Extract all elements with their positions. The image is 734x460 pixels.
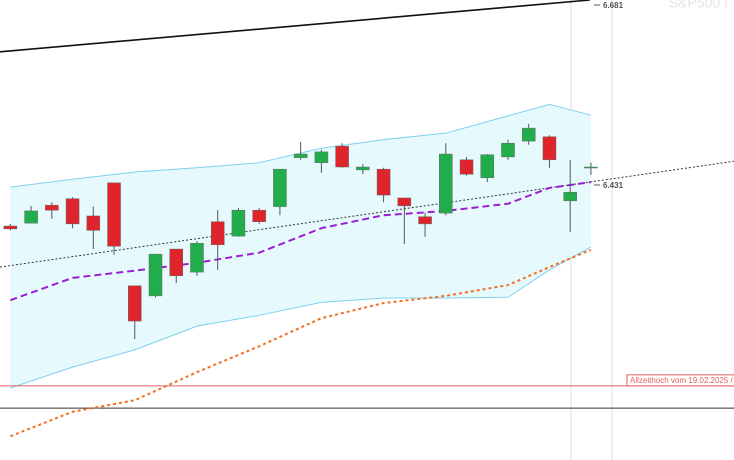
candle-body [86, 215, 101, 231]
candle-body [190, 243, 204, 273]
trendline [0, 0, 590, 53]
candle-body [45, 204, 59, 211]
candle-body [439, 153, 453, 214]
candle-body [169, 248, 183, 276]
candle-body [210, 221, 225, 246]
candle-body [563, 191, 577, 202]
candle-body [65, 198, 80, 225]
candle-body [231, 209, 246, 237]
level-label: Allzeithoch vom 19.02.2025 / [630, 376, 734, 385]
band-upper [10, 103, 592, 188]
moving-average [10, 181, 592, 302]
candle-body [480, 154, 495, 179]
price-mark-label: 6.431 [603, 181, 624, 190]
candle-body [356, 166, 370, 171]
band-lower [10, 246, 592, 389]
candle-body [542, 136, 557, 161]
candle-body [418, 216, 432, 225]
trendline [0, 160, 734, 268]
candle-body [148, 253, 163, 297]
candle-body [314, 151, 329, 163]
candle-body [128, 285, 142, 322]
candle-body [252, 209, 266, 222]
candle-body [501, 143, 515, 158]
candle-body [584, 166, 598, 169]
candle-body [459, 159, 474, 175]
candle-body [3, 225, 18, 230]
candle-body [376, 168, 391, 196]
candle-body [293, 153, 308, 158]
price-mark-label: 6.681 [603, 1, 624, 10]
candle-body [397, 197, 412, 207]
candle-body [24, 210, 38, 224]
watermark: S&P500 I [669, 0, 728, 11]
moving-average [10, 248, 592, 438]
candle-body [335, 145, 349, 168]
level-label-box [626, 374, 734, 387]
candle-body [107, 182, 121, 247]
candle-body [521, 127, 536, 142]
candle-body [273, 168, 287, 207]
